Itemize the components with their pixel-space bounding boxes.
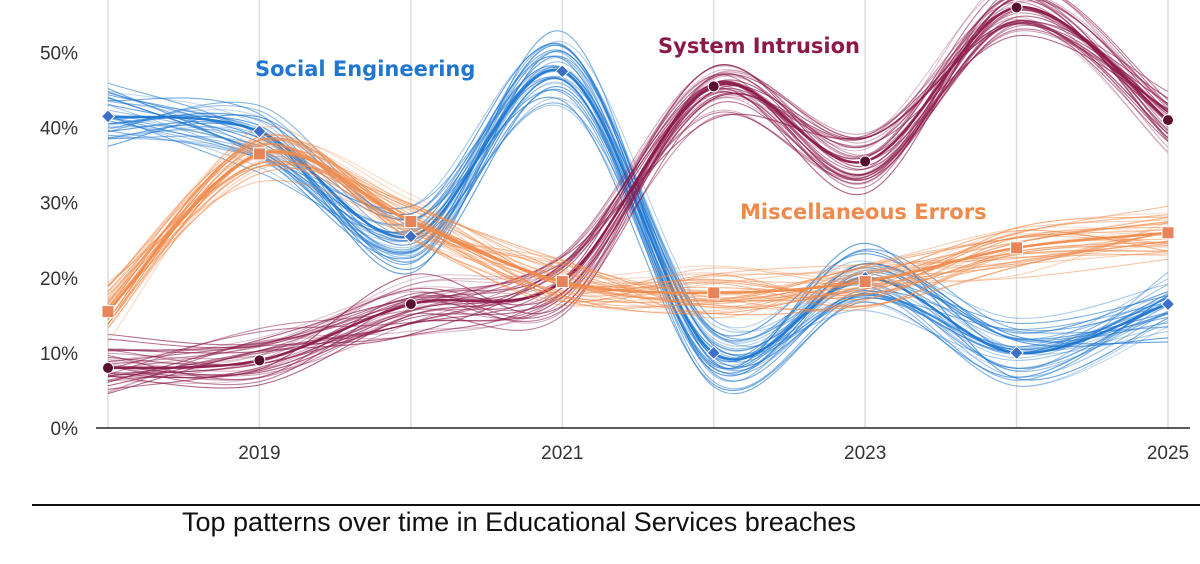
data-point-social-engineering — [403, 229, 419, 244]
ensemble-line — [107, 21, 1169, 352]
data-point-system-intrusion — [1162, 114, 1174, 127]
data-point-system-intrusion — [253, 354, 266, 367]
label-layer: Social Engineering System Intrusion Miscel… — [255, 34, 987, 224]
chart: 0% 10% 20% 30% 40% 50% 2019 2021 2023 2025 Social… — [40, 0, 1190, 464]
ensemble-line — [107, 143, 1169, 303]
ensemble-line — [107, 0, 1169, 379]
data-point-system-intrusion — [1010, 1, 1023, 14]
data-point-social-engineering — [1009, 345, 1024, 361]
data-point-social-engineering — [252, 124, 267, 139]
data-point-miscellaneous-errors — [555, 275, 569, 289]
ensemble-line — [107, 163, 1169, 311]
ensemble-line — [107, 9, 1169, 395]
ensemble-line — [107, 0, 1169, 362]
data-point-miscellaneous-errors — [404, 215, 418, 229]
ensemble-line — [107, 0, 1169, 386]
data-point-social-engineering — [100, 109, 116, 124]
data-point-miscellaneous-errors — [858, 275, 872, 289]
ensemble-line — [107, 9, 1169, 366]
y-tick-label: 50% — [40, 44, 78, 65]
ensemble-line — [107, 55, 1169, 371]
data-point-system-intrusion — [102, 361, 114, 374]
series-label-system-intrusion: System Intrusion — [658, 34, 860, 58]
y-tick-label: 10% — [40, 344, 78, 365]
data-point-miscellaneous-errors — [101, 305, 115, 319]
axis-layer: 0% 10% 20% 30% 40% 50% 2019 2021 2023 2025 — [40, 44, 1190, 464]
ensemble-line — [107, 75, 1169, 387]
ensemble-line — [107, 21, 1169, 378]
ensemble-line — [107, 30, 1169, 360]
chart-title: Top patterns over time in Educational Se… — [182, 507, 856, 537]
data-point-social-engineering — [1160, 296, 1176, 312]
ensemble-line — [107, 1, 1169, 381]
series-lines-social-engineering — [107, 30, 1169, 395]
data-point-social-engineering — [555, 64, 570, 79]
ensemble-line — [107, 19, 1169, 377]
series-main-line — [107, 6, 1169, 370]
ensemble-line — [107, 57, 1169, 349]
ensemble-line — [107, 24, 1169, 365]
ensemble-line — [107, 65, 1169, 390]
ensemble-line — [107, 139, 1169, 343]
data-point-miscellaneous-errors — [1161, 226, 1175, 240]
x-tick-label: 2019 — [238, 443, 280, 464]
y-tick-label: 40% — [40, 119, 78, 140]
marker-layer — [100, 1, 1176, 374]
data-point-system-intrusion — [707, 80, 720, 93]
y-tick-label: 20% — [40, 269, 78, 290]
ensemble-line — [107, 42, 1169, 372]
data-point-miscellaneous-errors — [252, 147, 266, 161]
ensemble-line — [107, 163, 1169, 319]
caption-rule — [32, 504, 1200, 506]
series-label-miscellaneous-errors: Miscellaneous Errors — [740, 200, 987, 224]
y-tick-label: 0% — [51, 419, 79, 440]
series-main-line — [107, 68, 1169, 361]
ensemble-line — [107, 12, 1169, 376]
ensemble-line — [107, 137, 1169, 311]
data-point-miscellaneous-errors — [1010, 241, 1024, 255]
y-tick-label: 30% — [40, 194, 78, 215]
data-point-miscellaneous-errors — [707, 286, 721, 300]
ensemble-line — [107, 30, 1169, 370]
ensemble-line — [107, 139, 1169, 316]
series-lines-system-intrusion — [107, 0, 1169, 395]
ensemble-line — [107, 89, 1169, 377]
ensemble-line — [107, 179, 1169, 295]
data-point-system-intrusion — [859, 155, 872, 168]
ensemble-line — [107, 160, 1169, 308]
x-tick-label: 2021 — [541, 443, 583, 464]
series-label-social-engineering: Social Engineering — [255, 57, 475, 81]
data-point-system-intrusion — [404, 298, 417, 311]
ensemble-line — [107, 28, 1169, 381]
data-point-social-engineering — [706, 345, 721, 361]
ensemble-line — [107, 139, 1169, 299]
ensemble-line — [107, 145, 1169, 313]
ensemble-line — [107, 9, 1169, 370]
x-tick-label: 2023 — [844, 443, 886, 464]
ensemble-line — [107, 78, 1169, 381]
x-tick-label: 2025 — [1147, 443, 1189, 464]
